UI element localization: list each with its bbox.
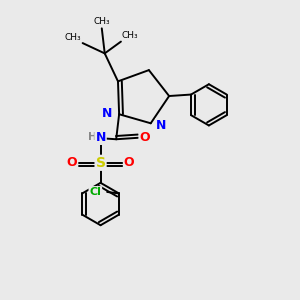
Text: H: H xyxy=(88,133,97,142)
Text: O: O xyxy=(67,156,77,169)
Text: N: N xyxy=(95,131,106,144)
Text: S: S xyxy=(96,156,106,170)
Text: CH₃: CH₃ xyxy=(64,33,81,42)
Text: CH₃: CH₃ xyxy=(122,31,138,40)
Text: O: O xyxy=(140,131,150,144)
Text: CH₃: CH₃ xyxy=(94,17,110,26)
Text: N: N xyxy=(102,107,112,120)
Text: O: O xyxy=(124,156,134,169)
Text: N: N xyxy=(156,119,166,132)
Text: Cl: Cl xyxy=(89,187,101,197)
